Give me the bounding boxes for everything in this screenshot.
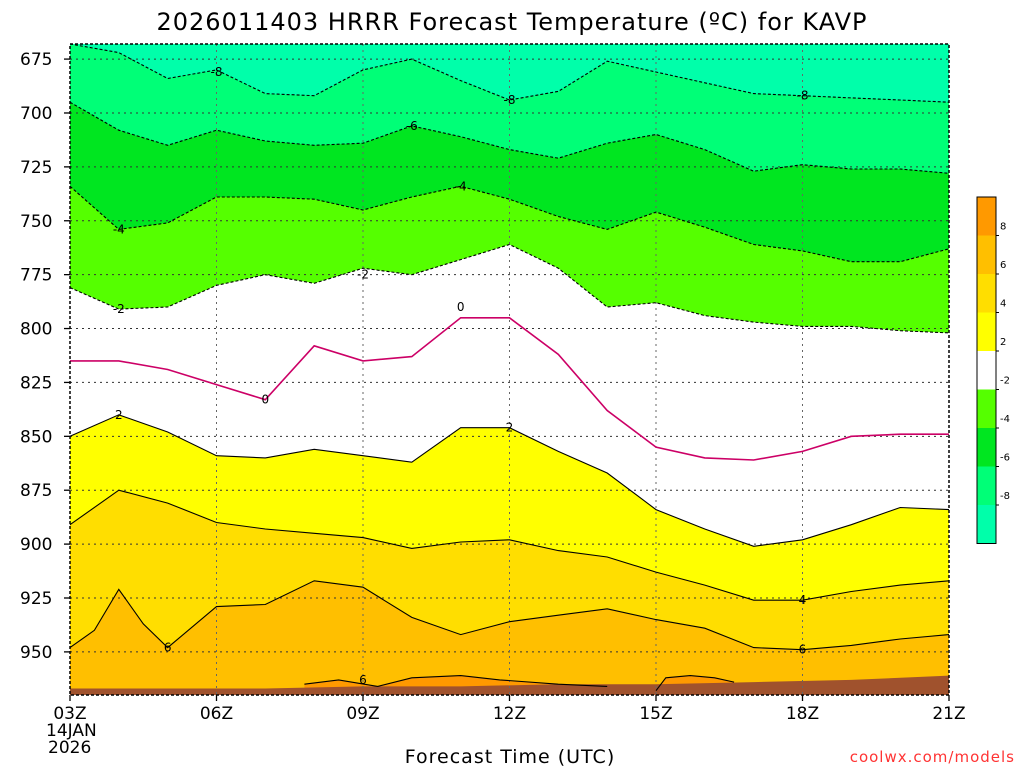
contour-label-1-0: -6 — [406, 119, 418, 133]
x-tick-label-15: 15Z — [639, 704, 672, 724]
ground-surface — [70, 675, 949, 695]
colorbar-frame — [976, 196, 997, 544]
x-tick-label-6: 06Z — [200, 704, 233, 724]
contour-label-3-0: -2 — [113, 302, 125, 316]
contour-label-0-1: -8 — [504, 93, 516, 107]
credit-link[interactable]: coolwx.com/models — [850, 748, 1015, 766]
contour-label-7-0: 6 — [164, 641, 172, 655]
colorbar-swatch-0 — [977, 197, 996, 236]
contour-label-2-1: -4 — [455, 179, 467, 193]
contour-label-0-2: -8 — [797, 89, 809, 103]
y-tick-label-925: 925 — [20, 589, 52, 609]
contour-line-minus-2-3 — [69, 243, 950, 334]
colorbar-swatch-7 — [977, 466, 996, 505]
y-tick-label-825: 825 — [20, 373, 52, 393]
y-tick-label-800: 800 — [20, 320, 52, 340]
colorbar-swatch-8 — [977, 505, 996, 544]
colorbar-label-3: 2 — [1000, 337, 1006, 348]
contour-label-7-1: 6 — [799, 643, 807, 657]
y-tick-label-725: 725 — [20, 158, 52, 178]
colorbar-label-6: -6 — [1000, 453, 1010, 464]
contour-label-5-1: 2 — [506, 421, 514, 435]
contour-label-3-1: -2 — [357, 268, 369, 282]
y-tick-label-675: 675 — [20, 50, 52, 70]
start-year-label: 2026 — [48, 738, 91, 758]
x-tick-label-3: 03Z — [53, 704, 86, 724]
y-tick-label-750: 750 — [20, 212, 52, 232]
contour-label-4-0: 0 — [262, 393, 270, 407]
colorbar-label-2: 4 — [1000, 299, 1006, 310]
x-axis-label: Forecast Time (UTC) — [405, 746, 615, 768]
contour-line-6-7 — [69, 580, 950, 651]
colorbar-label-5: -4 — [1000, 414, 1010, 425]
colorbar-swatch-5 — [977, 389, 996, 428]
contour-label-0-0: -8 — [211, 65, 223, 79]
colorbar-swatch-6 — [977, 428, 996, 467]
contour-label-6-0: 4 — [799, 593, 807, 607]
contour-line-8-8 — [304, 675, 608, 687]
y-tick-label-875: 875 — [20, 481, 52, 501]
y-tick-label-950: 950 — [20, 643, 52, 663]
y-tick-label-900: 900 — [20, 535, 52, 555]
start-date-label: 14JAN — [46, 721, 97, 741]
colorbar-label-0: 8 — [1000, 222, 1006, 233]
colorbar-label-4: -2 — [1000, 376, 1010, 387]
y-tick-label-700: 700 — [20, 104, 52, 124]
contour-line-4-6 — [69, 489, 950, 601]
contour-label-5-0: 2 — [115, 408, 123, 422]
contour-label-8-0: 6 — [359, 673, 367, 687]
y-axis: 675 700 725 750 775 800 825 850 875 900 925 950 — [20, 50, 70, 663]
colorbar-swatch-3 — [977, 312, 996, 351]
colorbar-label-1: 6 — [1000, 260, 1006, 271]
contour-label-2-0: -4 — [113, 222, 125, 236]
x-axis: 03Z 06Z 09Z 12Z 15Z 18Z 21Z — [53, 695, 966, 724]
contour-label-4-1: 0 — [457, 300, 465, 314]
contour-line-minus-6-1 — [69, 101, 950, 174]
contour-line-2-5 — [69, 414, 950, 547]
y-tick-label-775: 775 — [20, 266, 52, 286]
x-tick-label-18: 18Z — [786, 704, 819, 724]
x-tick-label-21: 21Z — [932, 704, 965, 724]
chart-title: 2026011403 HRRR Forecast Temperature (ºC… — [156, 8, 867, 36]
colorbar-swatch-1 — [977, 235, 996, 274]
plot-area: -8 -8 -8 -6 -4 -4 -2 -2 0 0 2 2 4 6 6 6 — [69, 43, 950, 696]
x-tick-label-9: 09Z — [346, 704, 379, 724]
contour-line-8-9 — [655, 675, 735, 692]
colorbar-swatch-4 — [977, 351, 996, 390]
colorbar-label-7: -8 — [1000, 491, 1010, 502]
x-tick-label-12: 12Z — [493, 704, 526, 724]
contour-line-0-4 — [70, 317, 949, 461]
colorbar-legend: 8 6 4 2 -2 -4 -6 -8 — [976, 196, 1010, 544]
colorbar-swatch-2 — [977, 274, 996, 313]
y-tick-label-850: 850 — [20, 427, 52, 447]
